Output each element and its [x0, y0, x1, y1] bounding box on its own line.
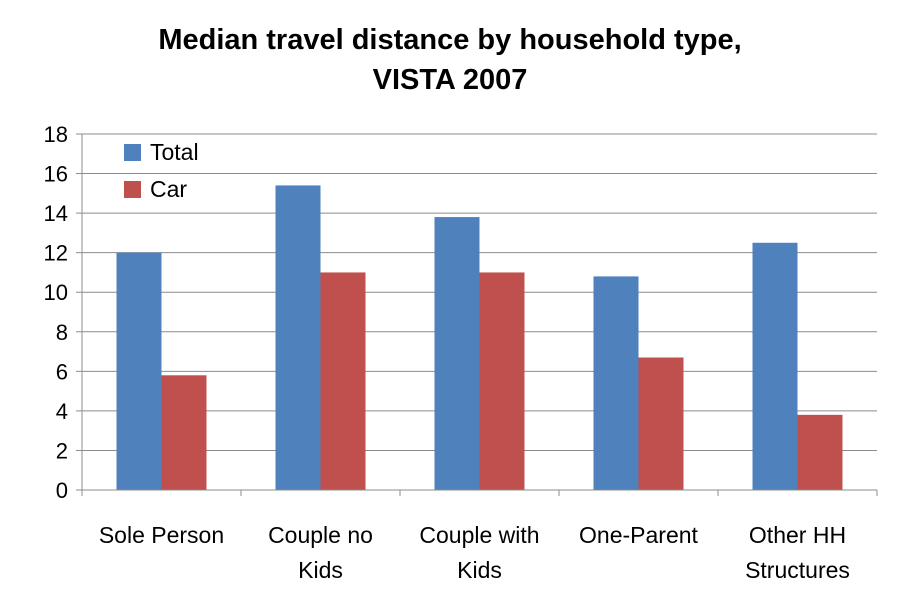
category-label: Sole Person — [99, 522, 224, 548]
category-label-line: Kids — [298, 557, 343, 583]
bar-total — [434, 217, 480, 491]
category-labels: Sole Person Couple no Kids Couple with Kids O… — [99, 522, 850, 583]
legend-swatch-car — [124, 181, 141, 198]
category-label: Other HH Structures — [745, 522, 850, 583]
category-label: Couple no Kids — [268, 522, 373, 583]
y-tick-label: 2 — [56, 438, 68, 463]
y-tick-label: 14 — [44, 201, 68, 226]
bar-car — [797, 414, 843, 490]
bar-car — [479, 272, 525, 490]
category-label-line: One-Parent — [579, 522, 699, 548]
bar-total — [275, 185, 321, 490]
category-label: One-Parent — [579, 522, 699, 548]
bar-total — [593, 276, 639, 490]
y-tick-label: 10 — [44, 280, 68, 305]
y-tick-labels: 0 2 4 6 8 10 12 14 16 18 — [44, 122, 68, 503]
chart-title-line-1: Median travel distance by household type… — [158, 24, 742, 56]
y-tick-label: 8 — [56, 320, 68, 345]
category-label-line: Other HH — [749, 522, 846, 548]
y-tick-label: 4 — [56, 399, 68, 424]
y-tick-label: 18 — [44, 122, 68, 147]
category-label: Couple with Kids — [419, 522, 539, 583]
bar-total — [116, 252, 162, 490]
legend-label-car: Car — [150, 176, 187, 202]
y-tick-label: 0 — [56, 478, 68, 503]
chart-title: Median travel distance by household type… — [0, 20, 900, 100]
axes — [76, 133, 878, 496]
category-label-line: Structures — [745, 557, 850, 583]
category-label-line: Sole Person — [99, 522, 224, 548]
category-label-line: Kids — [457, 557, 502, 583]
category-label-line: Couple no — [268, 522, 373, 548]
bars — [116, 185, 843, 491]
y-tick-label: 12 — [44, 241, 68, 266]
legend-swatch-total — [124, 144, 141, 161]
bar-car — [161, 375, 207, 490]
bar-total — [752, 242, 798, 490]
bar-car — [320, 272, 366, 490]
y-tick-label: 16 — [44, 162, 68, 187]
legend: Total Car — [124, 139, 199, 202]
y-tick-label: 6 — [56, 359, 68, 384]
chart-title-line-2: VISTA 2007 — [372, 64, 528, 96]
category-label-line: Couple with — [419, 522, 539, 548]
legend-label-total: Total — [150, 139, 199, 165]
bar-car — [638, 357, 684, 490]
